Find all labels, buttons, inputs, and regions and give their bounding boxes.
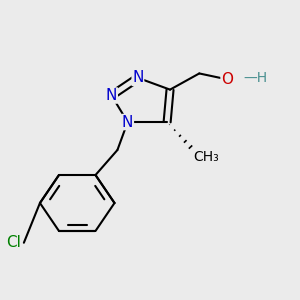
Text: Cl: Cl: [6, 235, 21, 250]
Text: N: N: [132, 70, 144, 86]
Text: —H: —H: [243, 71, 267, 85]
Text: CH₃: CH₃: [194, 150, 219, 164]
Text: O: O: [221, 72, 233, 87]
Text: N: N: [122, 115, 133, 130]
Text: N: N: [106, 88, 117, 103]
